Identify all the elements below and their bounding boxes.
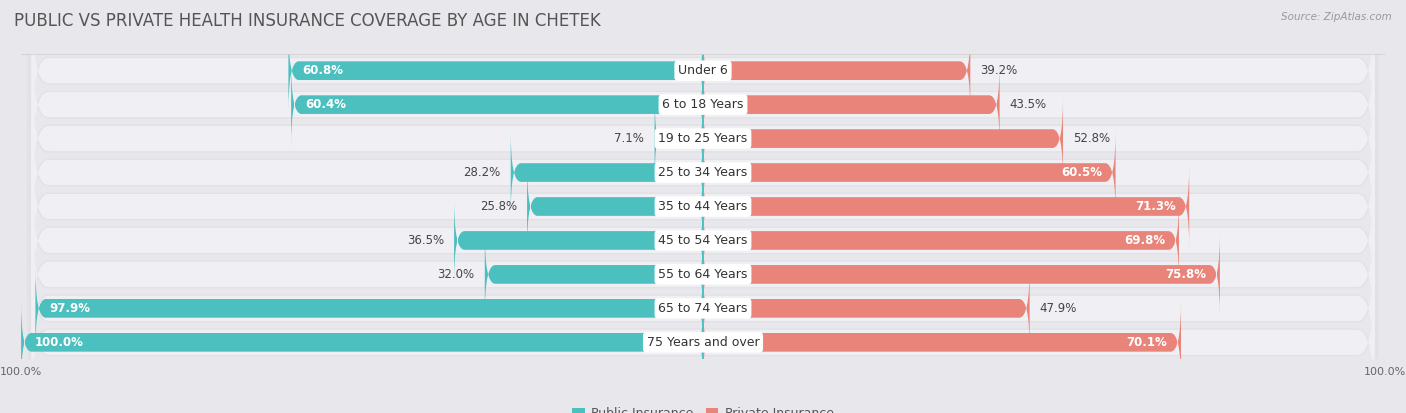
Text: 25.8%: 25.8% [479, 200, 517, 213]
Text: Under 6: Under 6 [678, 64, 728, 77]
Text: 6 to 18 Years: 6 to 18 Years [662, 98, 744, 111]
Text: 47.9%: 47.9% [1040, 302, 1077, 315]
FancyBboxPatch shape [31, 0, 1375, 143]
FancyBboxPatch shape [703, 301, 1181, 384]
Text: 60.4%: 60.4% [305, 98, 346, 111]
FancyBboxPatch shape [31, 66, 1375, 211]
Legend: Public Insurance, Private Insurance: Public Insurance, Private Insurance [572, 407, 834, 413]
Text: 60.5%: 60.5% [1062, 166, 1102, 179]
Text: 25 to 34 Years: 25 to 34 Years [658, 166, 748, 179]
Text: 75 Years and over: 75 Years and over [647, 336, 759, 349]
FancyBboxPatch shape [703, 267, 1029, 350]
Text: 19 to 25 Years: 19 to 25 Years [658, 132, 748, 145]
FancyBboxPatch shape [288, 29, 703, 112]
FancyBboxPatch shape [21, 301, 703, 384]
FancyBboxPatch shape [28, 186, 1378, 362]
FancyBboxPatch shape [31, 32, 1375, 177]
Text: 43.5%: 43.5% [1010, 98, 1047, 111]
FancyBboxPatch shape [291, 63, 703, 146]
FancyBboxPatch shape [703, 199, 1180, 282]
FancyBboxPatch shape [31, 168, 1375, 313]
Text: 70.1%: 70.1% [1126, 336, 1167, 349]
Text: 71.3%: 71.3% [1135, 200, 1175, 213]
FancyBboxPatch shape [28, 17, 1378, 192]
Text: 97.9%: 97.9% [49, 302, 90, 315]
FancyBboxPatch shape [31, 100, 1375, 245]
Text: 39.2%: 39.2% [980, 64, 1018, 77]
Text: 69.8%: 69.8% [1125, 234, 1166, 247]
Text: 45 to 54 Years: 45 to 54 Years [658, 234, 748, 247]
FancyBboxPatch shape [454, 199, 703, 282]
FancyBboxPatch shape [28, 254, 1378, 413]
Text: PUBLIC VS PRIVATE HEALTH INSURANCE COVERAGE BY AGE IN CHETEK: PUBLIC VS PRIVATE HEALTH INSURANCE COVER… [14, 12, 600, 31]
FancyBboxPatch shape [485, 233, 703, 316]
Text: 35 to 44 Years: 35 to 44 Years [658, 200, 748, 213]
Text: 55 to 64 Years: 55 to 64 Years [658, 268, 748, 281]
Text: 65 to 74 Years: 65 to 74 Years [658, 302, 748, 315]
Text: 52.8%: 52.8% [1073, 132, 1111, 145]
FancyBboxPatch shape [31, 202, 1375, 347]
Text: 75.8%: 75.8% [1166, 268, 1206, 281]
FancyBboxPatch shape [655, 97, 703, 180]
FancyBboxPatch shape [703, 233, 1220, 316]
FancyBboxPatch shape [28, 0, 1378, 159]
FancyBboxPatch shape [703, 131, 1115, 214]
FancyBboxPatch shape [28, 119, 1378, 294]
FancyBboxPatch shape [31, 236, 1375, 381]
FancyBboxPatch shape [703, 29, 970, 112]
Text: 28.2%: 28.2% [463, 166, 501, 179]
FancyBboxPatch shape [703, 63, 1000, 146]
FancyBboxPatch shape [28, 85, 1378, 261]
FancyBboxPatch shape [527, 165, 703, 248]
FancyBboxPatch shape [28, 152, 1378, 328]
Text: 60.8%: 60.8% [302, 64, 343, 77]
Text: Source: ZipAtlas.com: Source: ZipAtlas.com [1281, 12, 1392, 22]
FancyBboxPatch shape [28, 221, 1378, 396]
FancyBboxPatch shape [703, 97, 1063, 180]
FancyBboxPatch shape [28, 51, 1378, 227]
Text: 100.0%: 100.0% [35, 336, 83, 349]
FancyBboxPatch shape [703, 165, 1189, 248]
FancyBboxPatch shape [510, 131, 703, 214]
Text: 32.0%: 32.0% [437, 268, 475, 281]
FancyBboxPatch shape [31, 134, 1375, 279]
Text: 7.1%: 7.1% [614, 132, 644, 145]
FancyBboxPatch shape [31, 270, 1375, 413]
Text: 36.5%: 36.5% [406, 234, 444, 247]
FancyBboxPatch shape [35, 267, 703, 350]
